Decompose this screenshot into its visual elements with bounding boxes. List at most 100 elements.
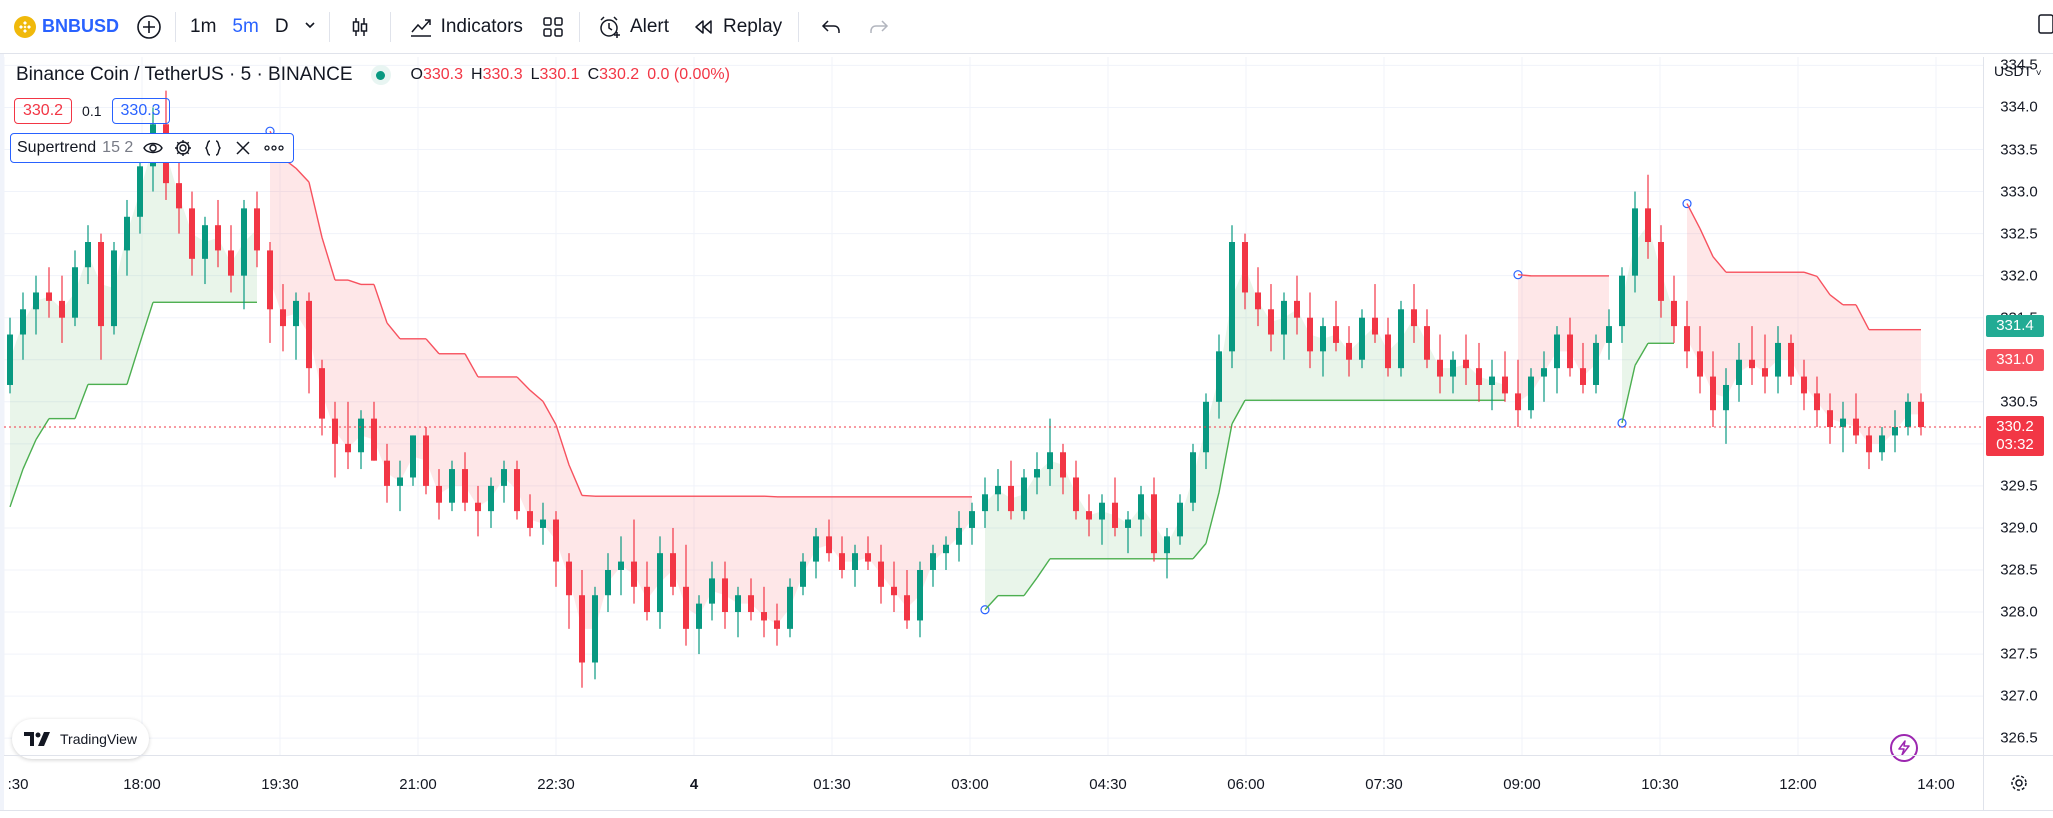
supertrend-fill-segment (10, 321, 23, 507)
supertrend-fill-segment (413, 338, 426, 461)
candle (592, 586, 598, 680)
supertrend-segment (542, 401, 557, 425)
interval-1m[interactable]: 1m (182, 7, 224, 47)
candle-body (501, 469, 507, 486)
supertrend-fill-segment (1492, 380, 1505, 401)
candle (1502, 351, 1508, 402)
supertrend-fill-segment (738, 496, 751, 604)
time-label: 12:00 (1779, 776, 1817, 793)
buy-price-button[interactable]: 330.3 (111, 98, 170, 124)
more-icon[interactable] (263, 138, 285, 158)
candle (670, 527, 676, 596)
candle-body (1125, 519, 1131, 528)
interval-d[interactable]: D (267, 7, 297, 47)
chart-legend: Binance Coin / TetherUS · 5 · BINANCE O3… (16, 64, 730, 86)
time-label: 18:00 (123, 776, 161, 793)
scale-settings-corner[interactable] (1983, 755, 2053, 810)
candle (579, 569, 585, 688)
candle-body (1554, 334, 1560, 369)
candle-body (124, 216, 130, 251)
supertrend-fill-segment (1440, 368, 1453, 401)
supertrend-segment (1855, 304, 1870, 330)
candle (20, 292, 26, 360)
supertrend-fill-segment (1336, 334, 1349, 401)
candle-body (1008, 485, 1014, 512)
eye-icon[interactable] (143, 138, 164, 158)
candle (410, 435, 416, 486)
low-value: 330.1 (539, 66, 580, 83)
time-label: 4 (689, 776, 699, 793)
supertrend-segment (1803, 271, 1818, 278)
candle (1762, 334, 1768, 394)
indicator-params: 15 2 (102, 139, 134, 156)
chart-type-button[interactable] (336, 7, 384, 47)
supertrend-segment (1231, 399, 1246, 425)
market-status-icon[interactable] (370, 65, 391, 85)
candle (631, 519, 637, 604)
candle-body (358, 418, 364, 453)
candle-body (943, 544, 949, 554)
replay-button[interactable]: Replay (679, 7, 792, 47)
candle-body (1658, 242, 1664, 301)
candle (553, 511, 559, 587)
candle (1918, 393, 1924, 436)
close-icon[interactable] (233, 138, 253, 158)
interval-5m[interactable]: 5m (224, 7, 266, 47)
candles-icon (346, 13, 374, 41)
alert-button[interactable]: Alert (586, 7, 679, 47)
supertrend-fill-segment (803, 496, 816, 575)
source-code-icon[interactable] (203, 138, 223, 158)
currency-selector[interactable]: USDT ˅ (1994, 63, 2042, 79)
undo-icon (817, 13, 845, 41)
interval-dropdown[interactable] (297, 7, 323, 47)
candlestick-chart[interactable] (4, 57, 1983, 755)
supertrend-fill-segment (400, 338, 413, 482)
candle (1359, 309, 1365, 369)
symbol-title[interactable]: Binance Coin / TetherUS · 5 · BINANCE (16, 64, 353, 85)
time-label: 01:30 (813, 776, 851, 793)
candle-body (1216, 351, 1222, 402)
supertrend-fill-segment (959, 496, 972, 537)
chart-pane[interactable] (4, 57, 1983, 755)
gear-icon[interactable] (173, 138, 193, 158)
fullscreen-button[interactable] (2027, 7, 2053, 47)
candle-body (1359, 317, 1365, 360)
redo-button[interactable] (857, 7, 901, 47)
price-scale[interactable]: USDT ˅ 334.5 334.0 333.5 333.0 332.5 332.0 331… (1983, 57, 2053, 755)
symbol-search-button[interactable]: BNBUSD (0, 7, 129, 47)
supertrend-fill-segment (1583, 275, 1596, 377)
candle (566, 553, 572, 629)
candle (1372, 284, 1378, 343)
supertrend-fill-segment (946, 496, 959, 549)
sell-price-button[interactable]: 330.2 (14, 98, 73, 124)
candle (33, 275, 39, 335)
templates-button[interactable] (533, 7, 573, 47)
price-label: 334.0 (2000, 98, 2038, 116)
candle-body (189, 208, 195, 259)
time-scale[interactable]: :30 18:00 19:30 21:00 22:30 4 01:30 03:00 04:30 0… (4, 755, 1983, 810)
candle (1385, 317, 1391, 377)
supertrend-fill-segment (1128, 506, 1141, 559)
supertrend-fill-segment (1700, 228, 1713, 394)
candle-body (579, 595, 585, 663)
candle (488, 477, 494, 528)
compare-symbol-button[interactable] (129, 7, 169, 47)
indicators-button[interactable]: Indicators (397, 7, 533, 47)
price-label: 329.0 (2000, 519, 2038, 537)
supertrend-fill-segment (478, 376, 491, 507)
supertrend-legend[interactable]: Supertrend 15 2 (10, 133, 295, 163)
tradingview-logo[interactable]: TradingView (12, 719, 150, 759)
undo-button[interactable] (805, 7, 857, 47)
gear-icon[interactable] (2008, 772, 2030, 794)
supertrend-fill-segment (1531, 275, 1544, 394)
candle-body (527, 511, 533, 528)
candle-body (1242, 242, 1248, 293)
candle (59, 275, 65, 343)
supertrend-fill-segment (374, 284, 387, 474)
candle (1320, 317, 1326, 377)
candle-body (1281, 300, 1287, 335)
status-dot (376, 70, 386, 80)
supertrend-fill-segment (439, 353, 452, 495)
time-label: 03:00 (951, 776, 989, 793)
candle (1801, 359, 1807, 411)
